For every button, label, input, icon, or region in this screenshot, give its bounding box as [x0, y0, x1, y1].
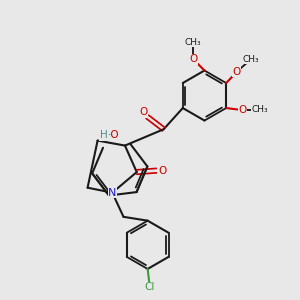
Text: O: O [238, 104, 247, 115]
Text: O: O [232, 67, 241, 77]
Text: N: N [108, 188, 116, 198]
Text: Cl: Cl [145, 282, 155, 292]
Text: ·O: ·O [108, 130, 120, 140]
Text: CH₃: CH₃ [243, 55, 260, 64]
Text: H: H [100, 130, 108, 140]
Text: CH₃: CH₃ [251, 105, 268, 114]
Text: CH₃: CH₃ [185, 38, 202, 47]
Text: O: O [158, 166, 166, 176]
Text: O: O [139, 107, 148, 117]
Text: O: O [189, 54, 197, 64]
